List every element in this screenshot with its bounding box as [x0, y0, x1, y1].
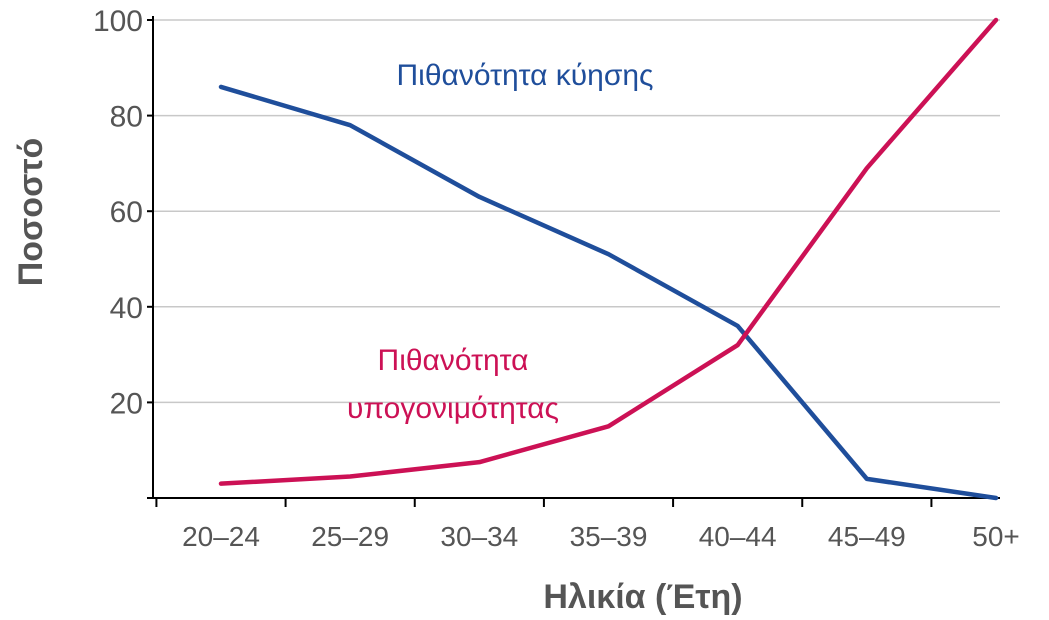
gridlines: [153, 19, 1000, 404]
y-tick-label: 60: [110, 196, 143, 229]
y-tick-label: 100: [93, 5, 143, 38]
series-label-infertility-line1: Πιθανότητα: [378, 344, 529, 377]
series-lines: [218, 17, 999, 501]
series-label-pregnancy: Πιθανότητα κύησης: [396, 59, 653, 92]
axes: [147, 16, 1000, 507]
y-axis-title: Ποσοστό: [12, 138, 50, 287]
x-axis-title: Ηλικία (Έτη): [543, 578, 742, 616]
tick-labels: 20 40 60 80 100 20–24 25–29 30–34 35–39 40–44 45–4…: [93, 5, 1020, 552]
x-tick-label: 25–29: [311, 521, 389, 552]
y-tick-label: 80: [110, 101, 143, 134]
x-tick-label: 45–49: [828, 521, 906, 552]
series-label-infertility-line2: υπογονιμότητας: [347, 392, 559, 425]
y-tick-label: 40: [110, 292, 143, 325]
series-line-1: [218, 17, 999, 486]
series-line-0: [218, 84, 999, 501]
x-tick-label: 35–39: [570, 521, 648, 552]
y-tick-label: 20: [110, 387, 143, 420]
x-tick-label: 30–34: [440, 521, 518, 552]
x-tick-label: 40–44: [699, 521, 777, 552]
x-tick-label: 20–24: [182, 521, 260, 552]
x-tick-label: 50+: [972, 521, 1020, 552]
